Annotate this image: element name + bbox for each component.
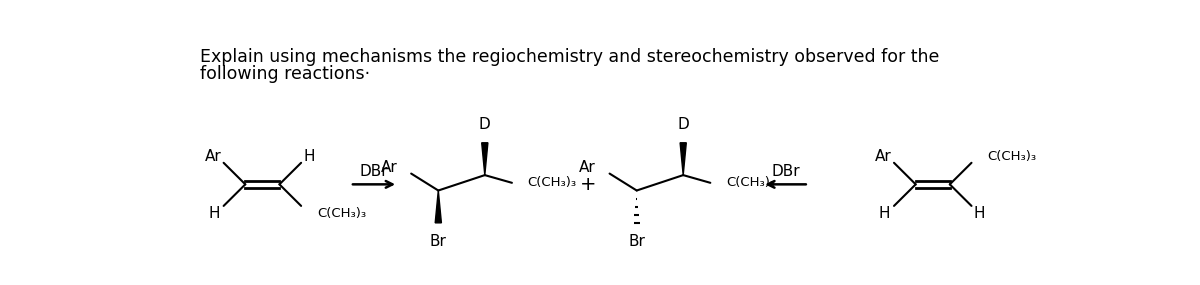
Text: H: H <box>973 206 985 221</box>
Polygon shape <box>481 143 488 175</box>
Text: H: H <box>209 206 220 221</box>
Text: +: + <box>580 175 596 194</box>
Text: C(CH₃)₃: C(CH₃)₃ <box>726 176 775 189</box>
Text: H: H <box>304 149 314 164</box>
Text: C(CH₃)₃: C(CH₃)₃ <box>528 176 577 189</box>
Text: Br: Br <box>430 234 446 249</box>
Text: H: H <box>878 206 890 221</box>
Text: Ar: Ar <box>875 149 892 164</box>
Polygon shape <box>436 190 442 223</box>
Text: D: D <box>677 117 689 132</box>
Text: Explain using mechanisms the regiochemistry and stereochemistry observed for the: Explain using mechanisms the regiochemis… <box>200 48 940 66</box>
Text: DBr: DBr <box>360 164 389 179</box>
Text: Ar: Ar <box>578 160 595 175</box>
Text: following reactions·: following reactions· <box>200 65 371 83</box>
Text: DBr: DBr <box>772 164 800 179</box>
Text: Br: Br <box>629 234 646 249</box>
Text: Ar: Ar <box>380 160 397 175</box>
Text: Ar: Ar <box>204 149 221 164</box>
Text: C(CH₃)₃: C(CH₃)₃ <box>317 207 366 220</box>
Text: C(CH₃)₃: C(CH₃)₃ <box>988 150 1037 163</box>
Polygon shape <box>680 143 686 175</box>
Text: D: D <box>479 117 491 132</box>
